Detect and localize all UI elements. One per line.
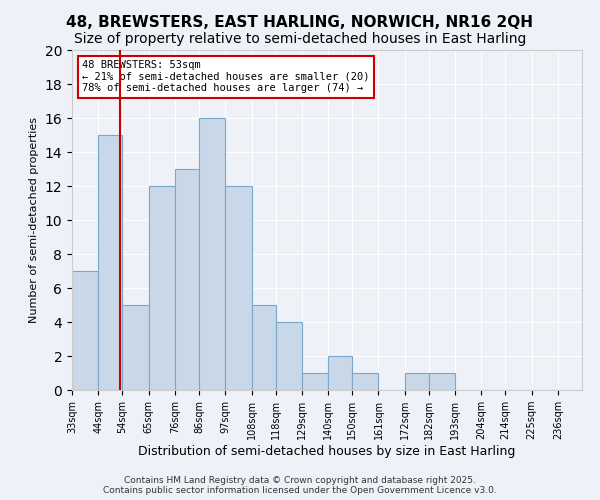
Text: 48, BREWSTERS, EAST HARLING, NORWICH, NR16 2QH: 48, BREWSTERS, EAST HARLING, NORWICH, NR… [67, 15, 533, 30]
Text: Contains HM Land Registry data © Crown copyright and database right 2025.
Contai: Contains HM Land Registry data © Crown c… [103, 476, 497, 495]
Bar [405, 373, 429, 390]
Bar [328, 356, 352, 390]
Bar [98, 135, 122, 390]
Bar [251, 305, 275, 390]
Bar [199, 118, 225, 390]
Bar [122, 305, 149, 390]
Text: Size of property relative to semi-detached houses in East Harling: Size of property relative to semi-detach… [74, 32, 526, 46]
Bar [302, 373, 328, 390]
Text: 48 BREWSTERS: 53sqm
← 21% of semi-detached houses are smaller (20)
78% of semi-d: 48 BREWSTERS: 53sqm ← 21% of semi-detach… [82, 60, 370, 94]
Y-axis label: Number of semi-detached properties: Number of semi-detached properties [29, 117, 39, 323]
Bar [225, 186, 251, 390]
Bar [149, 186, 175, 390]
Bar [175, 169, 199, 390]
Bar [72, 271, 98, 390]
Bar [429, 373, 455, 390]
Bar [275, 322, 302, 390]
Bar [352, 373, 379, 390]
X-axis label: Distribution of semi-detached houses by size in East Harling: Distribution of semi-detached houses by … [139, 445, 515, 458]
